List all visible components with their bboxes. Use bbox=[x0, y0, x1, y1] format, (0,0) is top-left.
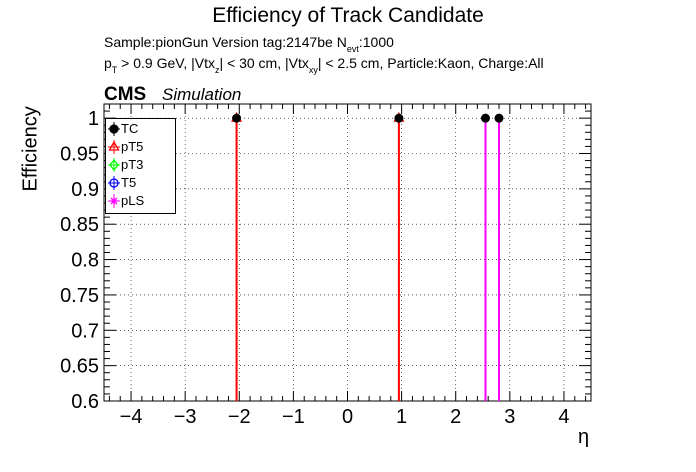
nevt-subscript: evt bbox=[346, 44, 359, 54]
cuts-p-sub: T bbox=[111, 65, 118, 75]
x-tick-label: −3 bbox=[174, 406, 197, 428]
nevt-value: :1000 bbox=[358, 34, 394, 50]
x-axis-label: η bbox=[578, 426, 590, 448]
cuts-b: | < 30 cm, |Vtx bbox=[219, 55, 309, 71]
legend-marker-tc bbox=[108, 122, 120, 136]
legend-marker-pls bbox=[108, 194, 120, 208]
y-tick-label: 0.7 bbox=[71, 320, 99, 342]
x-tick-label: 3 bbox=[504, 406, 515, 428]
cuts-a: > 0.9 GeV, |Vtx bbox=[117, 55, 215, 71]
cms-label: CMS bbox=[104, 84, 147, 105]
legend-label: T5 bbox=[121, 175, 137, 190]
legend-item-pls: pLS bbox=[106, 192, 175, 210]
cuts-z-sub: z bbox=[214, 65, 220, 75]
y-tick-label: 0.6 bbox=[71, 391, 99, 413]
data-point-TC bbox=[232, 113, 242, 123]
data-point-TC bbox=[480, 113, 490, 123]
legend-marker-shape bbox=[109, 124, 119, 134]
sample-info: Sample:pionGun Version tag:2147be Nevt:1… bbox=[104, 34, 394, 54]
legend-marker-shape bbox=[108, 140, 120, 151]
cuts-xy-sub: xy bbox=[308, 65, 318, 75]
y-tick-label: 0.75 bbox=[60, 285, 99, 307]
y-tick-label: 1 bbox=[88, 108, 99, 130]
x-tick-label: 4 bbox=[558, 406, 569, 428]
x-tick-label: 0 bbox=[342, 406, 353, 428]
y-tick-label: 0.8 bbox=[71, 250, 99, 272]
cuts-c: | < 2.5 cm, Particle:Kaon, Charge:All bbox=[317, 55, 544, 71]
legend-marker-shape bbox=[110, 197, 118, 205]
sample-info-text: Sample:pionGun Version tag:2147be N bbox=[104, 34, 347, 50]
x-tick-label: −4 bbox=[120, 406, 143, 428]
x-tick-label: −1 bbox=[282, 406, 305, 428]
legend-item-pt3: pT3 bbox=[106, 156, 175, 174]
legend-item-tc: TC bbox=[106, 120, 175, 138]
x-tick-label: 1 bbox=[396, 406, 407, 428]
cuts-info: pT > 0.9 GeV, |Vtxz| < 30 cm, |Vtxxy| < … bbox=[104, 55, 544, 75]
x-tick-label: −2 bbox=[228, 406, 251, 428]
y-axis-label: Efficiency bbox=[19, 106, 42, 192]
data-point-TC bbox=[494, 113, 504, 123]
legend-marker-pt5 bbox=[108, 140, 120, 154]
simulation-label: Simulation bbox=[162, 85, 242, 104]
legend-marker-t5 bbox=[108, 176, 120, 190]
data-point-TC bbox=[394, 113, 404, 123]
legend-label: TC bbox=[121, 121, 139, 136]
cuts-p: p bbox=[104, 55, 112, 71]
y-tick-label: 0.85 bbox=[60, 214, 99, 236]
legend-item-pt5: pT5 bbox=[106, 138, 175, 156]
legend-item-t5: T5 bbox=[106, 174, 175, 192]
y-tick-label: 0.65 bbox=[60, 356, 99, 378]
chart-title: Efficiency of Track Candidate bbox=[212, 4, 484, 27]
legend-marker-shape bbox=[109, 178, 119, 188]
legend-label: pLS bbox=[121, 193, 145, 208]
y-tick-label: 0.95 bbox=[60, 144, 99, 166]
legend: TC pT5 pT3 T5 pLS bbox=[105, 118, 176, 214]
x-tick-label: 2 bbox=[450, 406, 461, 428]
legend-label: pT5 bbox=[121, 139, 144, 154]
y-tick-label: 0.9 bbox=[71, 179, 99, 201]
legend-label: pT3 bbox=[121, 157, 144, 172]
legend-marker-pt3 bbox=[108, 158, 120, 172]
legend-marker-shape bbox=[109, 158, 119, 172]
